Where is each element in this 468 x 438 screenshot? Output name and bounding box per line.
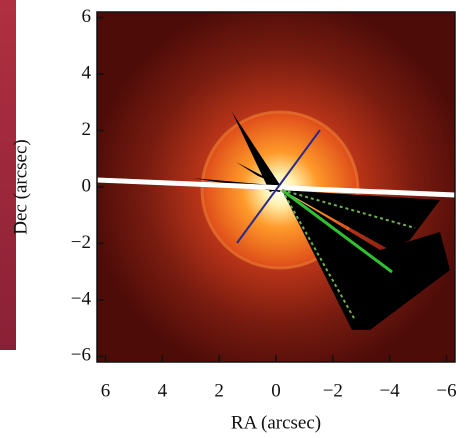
y-axis-label: Dec (arcsec) bbox=[10, 139, 31, 234]
x-tick-label: −4 bbox=[380, 380, 401, 401]
x-tick-label: −6 bbox=[436, 380, 456, 401]
chart: RA (arcsec) Dec (arcsec) 6 4 2 0 −2 −4 −6 −6 −4 −… bbox=[0, 0, 468, 438]
x-tick-label: 0 bbox=[271, 380, 281, 401]
y-tick-label: −2 bbox=[71, 232, 91, 253]
x-tick-label: 4 bbox=[158, 380, 168, 401]
y-tick-label: 4 bbox=[82, 62, 92, 83]
x-tick-label: 2 bbox=[214, 380, 224, 401]
y-tick-label: 0 bbox=[82, 175, 92, 196]
y-tick-label: 2 bbox=[82, 119, 92, 140]
x-tick-label: −2 bbox=[323, 380, 343, 401]
y-tick-label: −4 bbox=[71, 288, 92, 309]
y-tick-label: −6 bbox=[71, 345, 91, 366]
y-tick-label: 6 bbox=[82, 6, 92, 27]
x-axis-label: RA (arcsec) bbox=[231, 412, 321, 433]
x-tick-label: 6 bbox=[101, 380, 111, 401]
